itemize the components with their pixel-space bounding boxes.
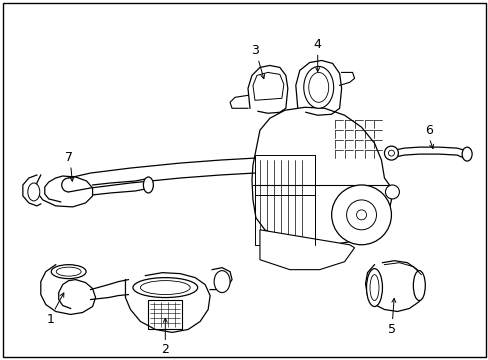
Ellipse shape (28, 183, 40, 201)
Ellipse shape (214, 271, 229, 293)
Text: 6: 6 (425, 124, 432, 137)
Text: 3: 3 (250, 44, 258, 57)
Ellipse shape (308, 72, 328, 102)
Circle shape (385, 185, 399, 199)
Text: 2: 2 (161, 343, 169, 356)
Circle shape (346, 200, 376, 230)
Ellipse shape (51, 265, 86, 279)
Ellipse shape (369, 275, 378, 301)
Circle shape (387, 150, 394, 156)
Ellipse shape (303, 67, 333, 108)
Polygon shape (251, 107, 390, 245)
Ellipse shape (133, 278, 197, 298)
Text: 4: 4 (313, 38, 321, 51)
Circle shape (356, 210, 366, 220)
Circle shape (384, 146, 398, 160)
Text: 5: 5 (387, 323, 396, 336)
Text: 7: 7 (64, 150, 73, 163)
Ellipse shape (366, 269, 382, 306)
Text: 1: 1 (47, 313, 55, 326)
Circle shape (331, 185, 390, 245)
Ellipse shape (412, 271, 425, 301)
Ellipse shape (143, 177, 153, 193)
Ellipse shape (140, 280, 190, 294)
Polygon shape (260, 230, 354, 270)
Ellipse shape (56, 267, 81, 276)
Ellipse shape (461, 147, 471, 161)
